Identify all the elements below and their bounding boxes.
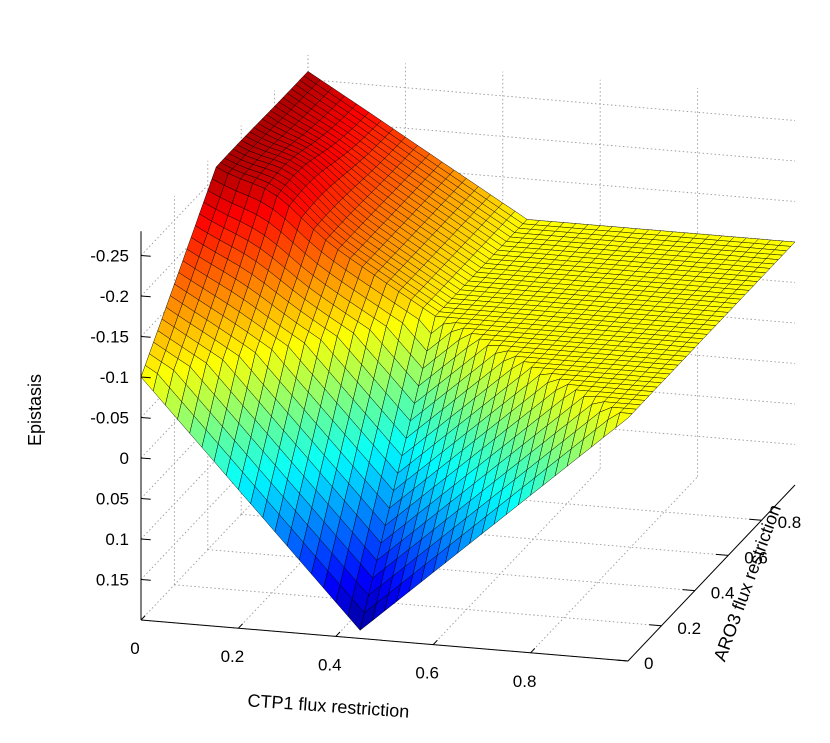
x-axis-title: CTP1 flux restriction bbox=[247, 690, 410, 721]
z-tick-label: -0.25 bbox=[90, 247, 129, 266]
wall-grid-line bbox=[140, 403, 309, 580]
axes-frame bbox=[140, 231, 796, 662]
z-tick-mark bbox=[140, 376, 151, 379]
z-tick-mark bbox=[140, 538, 151, 541]
floor-grid-line bbox=[207, 549, 695, 592]
y-tick-mark bbox=[749, 518, 762, 521]
floor-grid-line bbox=[432, 468, 601, 645]
z-tick-mark bbox=[140, 295, 151, 298]
y-tick-mark bbox=[615, 659, 629, 662]
x-tick-mark bbox=[432, 639, 438, 645]
y-tick-label: 0.4 bbox=[711, 584, 735, 603]
y-tick-label: 0 bbox=[644, 654, 653, 673]
z-tick-mark bbox=[140, 579, 151, 581]
z-tick-label: -0.15 bbox=[90, 328, 129, 347]
floor-grid-line bbox=[140, 443, 309, 621]
z-tick-mark bbox=[140, 417, 151, 419]
z-tick-label: 0 bbox=[120, 449, 129, 468]
x-tick-label: 0.6 bbox=[415, 664, 439, 683]
y-tick-mark bbox=[649, 624, 662, 627]
x-tick-label: 0.8 bbox=[513, 672, 537, 691]
z-tick-mark bbox=[140, 457, 151, 460]
z-tick-mark bbox=[140, 498, 151, 500]
z-tick-mark bbox=[140, 255, 151, 257]
y-tick-label: 0.6 bbox=[744, 548, 768, 567]
z-tick-label: 0.05 bbox=[96, 490, 129, 509]
z-tick-label: 0.1 bbox=[105, 530, 129, 549]
y-tick-mark bbox=[682, 589, 695, 592]
floor-grid-line bbox=[530, 476, 698, 654]
z-tick-label: -0.2 bbox=[100, 287, 129, 306]
y-tick-label: 0.8 bbox=[778, 513, 802, 532]
floor-grid-line bbox=[174, 584, 662, 627]
y-axis-line bbox=[627, 484, 796, 662]
z-axis-title: Epistasis bbox=[25, 374, 45, 446]
z-tick-label: 0.15 bbox=[96, 571, 129, 590]
y-tick-label: 0.2 bbox=[677, 619, 701, 638]
z-tick-label: -0.05 bbox=[90, 409, 129, 428]
y-tick-mark bbox=[715, 553, 729, 556]
z-tick-mark bbox=[140, 336, 151, 338]
surface-mesh bbox=[140, 71, 796, 631]
x-tick-mark bbox=[530, 648, 536, 654]
x-tick-label: 0 bbox=[130, 639, 139, 658]
x-tick-mark bbox=[238, 623, 243, 629]
x-tick-label: 0.4 bbox=[318, 655, 342, 674]
tick-labels: 0 0.2 0.4 0.6 0.8 0 0.2 0.4 0.6 0.8 0.15 0.1 0.05 0 -0… bbox=[90, 247, 801, 691]
x-axis-line bbox=[140, 619, 629, 662]
x-tick-mark bbox=[335, 631, 341, 637]
surface-face bbox=[615, 412, 633, 428]
wall-grid-line bbox=[307, 79, 796, 121]
x-tick-label: 0.2 bbox=[221, 647, 245, 666]
z-tick-label: -0.1 bbox=[100, 368, 129, 387]
x-tick-mark bbox=[140, 615, 146, 621]
